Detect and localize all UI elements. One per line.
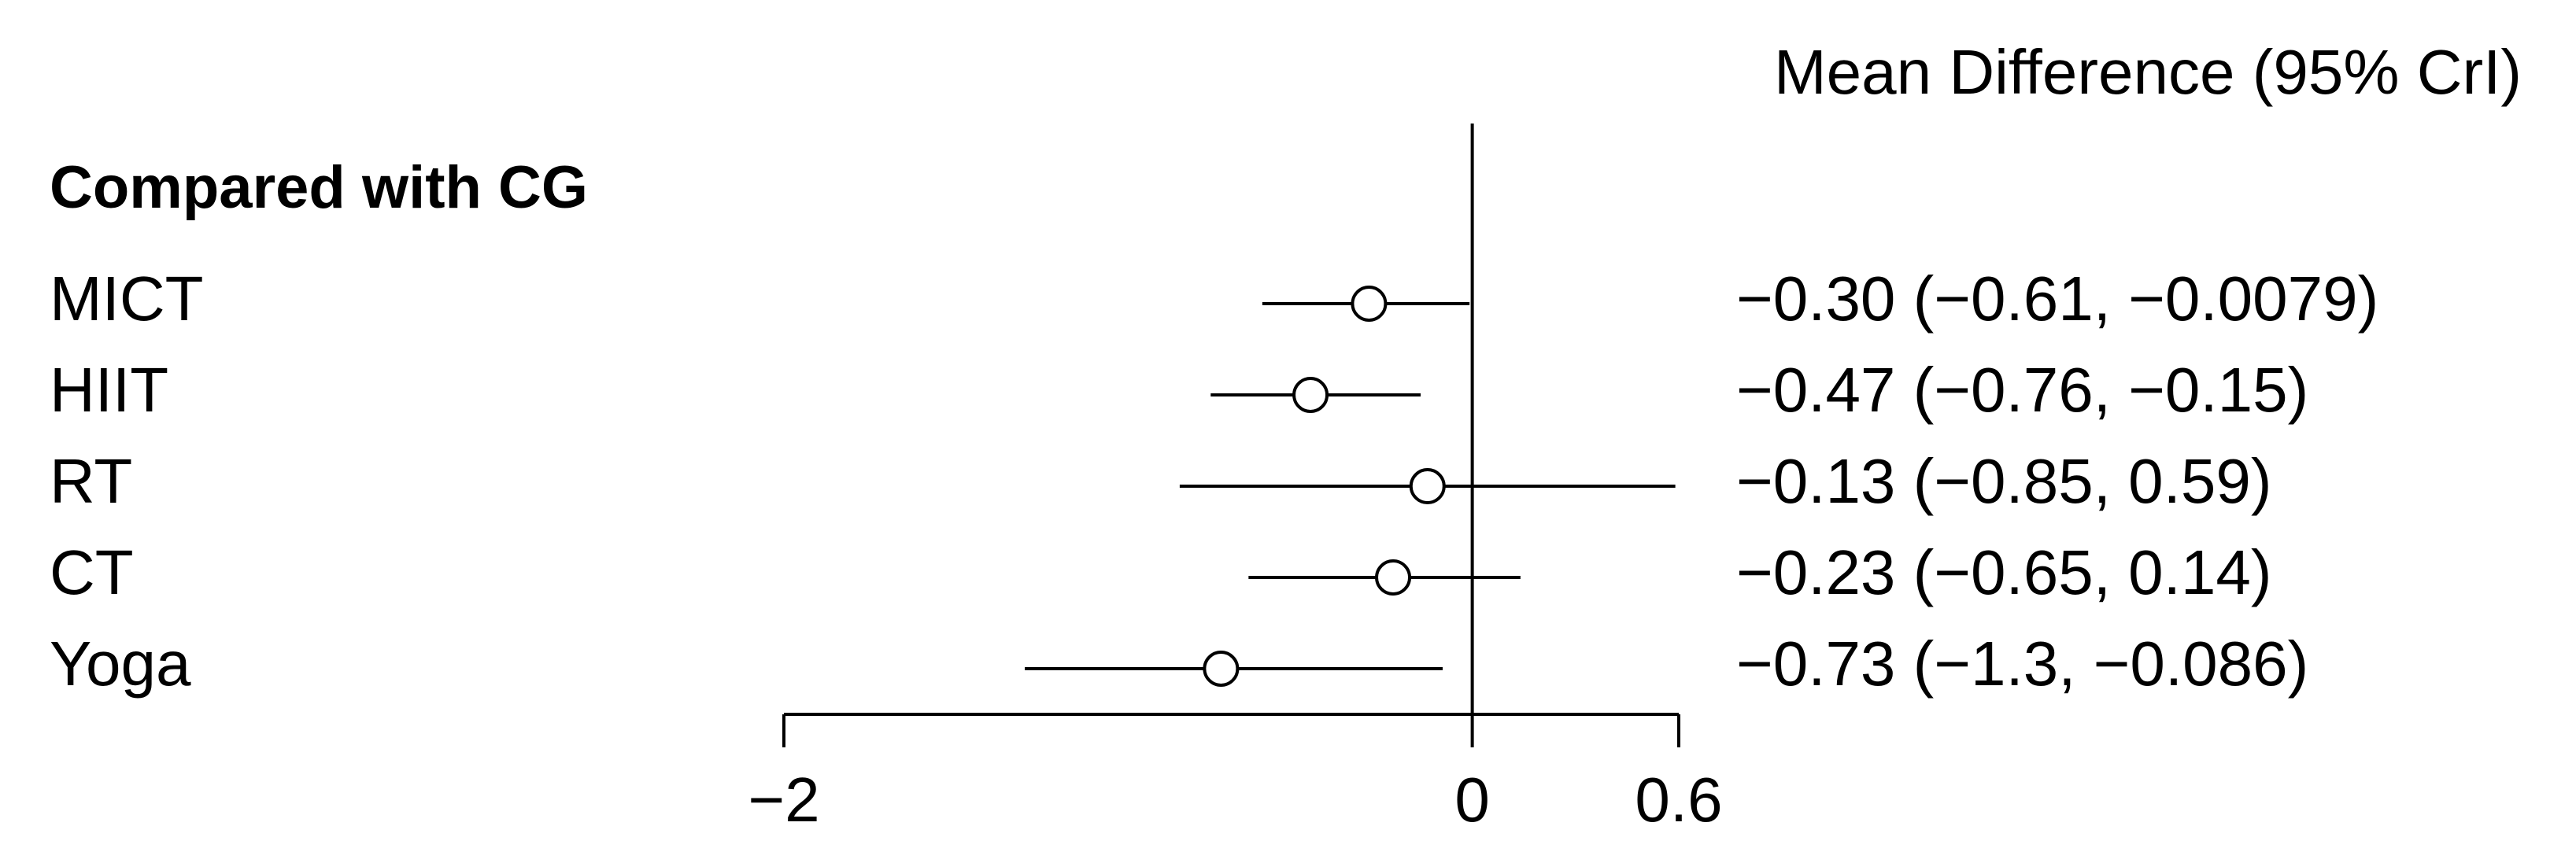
- row-label: RT: [50, 446, 132, 516]
- row-label: MICT: [50, 264, 204, 334]
- point-estimate: [1409, 468, 1446, 504]
- value-label: −0.23 (−0.65, 0.14): [1736, 537, 2272, 607]
- group-label: Compared with CG: [50, 154, 588, 221]
- value-label: −0.47 (−0.76, −0.15): [1736, 355, 2308, 425]
- point-estimate: [1351, 286, 1388, 322]
- chart-title: Mean Difference (95% CrI): [1774, 37, 2522, 107]
- x-tick-label: −2: [748, 765, 819, 835]
- x-tick-label: 0.6: [1635, 765, 1722, 835]
- row-label: HIIT: [50, 355, 168, 425]
- row-label: Yoga: [50, 629, 191, 699]
- row-label: CT: [50, 537, 134, 607]
- value-label: −0.13 (−0.85, 0.59): [1736, 446, 2272, 516]
- point-estimate: [1292, 377, 1329, 413]
- value-label: −0.73 (−1.3, −0.086): [1736, 629, 2308, 699]
- value-label: −0.30 (−0.61, −0.0079): [1736, 264, 2378, 334]
- x-tick-label: 0: [1454, 765, 1490, 835]
- point-estimate: [1203, 651, 1240, 687]
- point-estimate: [1375, 559, 1412, 596]
